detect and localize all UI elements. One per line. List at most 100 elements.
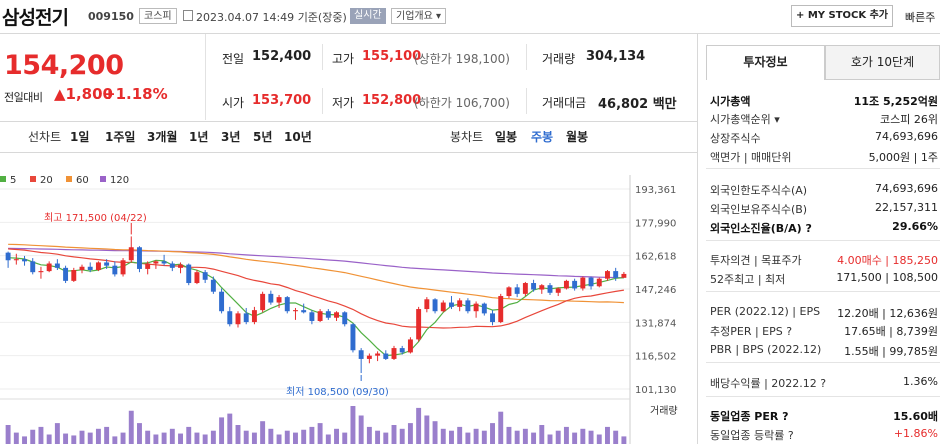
moving-average-ma20 (8, 248, 624, 329)
volume-bar (95, 428, 101, 444)
high-label: 고가 (332, 52, 355, 66)
info-value: 코스피 26위 (880, 113, 938, 126)
realtime-badge[interactable]: 실시간 (350, 8, 386, 24)
candle-tab[interactable]: 주봉 (531, 130, 554, 144)
info-value: +1.86% (893, 427, 938, 440)
volume-bar (399, 428, 405, 444)
volume-bar (153, 434, 159, 444)
info-value: 74,693,696 (875, 182, 938, 195)
info-label: 투자의견 | 목표주가 (710, 254, 802, 267)
candle-tab[interactable]: 월봉 (566, 130, 589, 144)
volume-bar (202, 434, 208, 444)
legend-swatch (0, 176, 6, 182)
volume-bar (137, 423, 142, 444)
weekly-candle-chart[interactable]: 5 20 60 120 193,361 177,990 162,618 147,246 131,… (0, 155, 697, 444)
moving-average-ma5 (8, 257, 624, 357)
y-tick-label: 101,130 (635, 385, 676, 396)
volume-bar (227, 413, 233, 444)
volume-bar (473, 428, 479, 444)
candle-body (498, 296, 504, 323)
add-mystock-button[interactable]: + MY STOCK 추가 (791, 5, 893, 27)
volume-bar (112, 436, 118, 444)
candle-body (186, 264, 192, 284)
info-value: 22,157,311 (875, 201, 938, 214)
volume-bar (522, 428, 528, 444)
volume-bar (22, 436, 27, 444)
period-tab[interactable]: 10년 (284, 130, 312, 144)
info-label: 시가총액 (710, 95, 751, 108)
volume-bar (440, 428, 446, 444)
candle-body (22, 259, 27, 262)
volume-bar (13, 432, 19, 444)
open-value: 153,700 (252, 93, 312, 108)
candle-body (539, 285, 545, 290)
change-percent: +1.18% (103, 85, 168, 103)
candle-body (350, 324, 356, 351)
volume-bar (580, 428, 586, 444)
stock-name: 삼성전기 (2, 7, 69, 29)
volume-bar (284, 430, 290, 444)
candle-body (555, 288, 561, 293)
datetime: 2023.04.07 14:49 기준(장중) (196, 11, 347, 24)
info-label: 시가총액순위 ▾ (710, 113, 780, 126)
period-tab[interactable]: 1주일 (105, 130, 136, 144)
candle-body (243, 313, 249, 323)
legend-label: 60 (76, 175, 89, 186)
volume-bar (87, 432, 93, 444)
candle-chart-label: 봉차트 (450, 130, 484, 144)
candle-body (391, 348, 397, 359)
candle-body (580, 277, 586, 289)
volume-bar (481, 430, 487, 444)
volume-bar (5, 425, 11, 444)
calendar-icon (183, 10, 193, 21)
period-tab[interactable]: 1년 (189, 130, 209, 144)
volume-bar (342, 432, 348, 444)
period-tab[interactable]: 3개월 (147, 130, 178, 144)
current-price: 154,200 (4, 50, 124, 81)
change-value: ▲1,800 (54, 85, 113, 103)
candle-body (79, 266, 85, 271)
volume-bar (350, 406, 356, 444)
top-bar (0, 0, 940, 34)
candle-tab[interactable]: 일봉 (495, 130, 518, 144)
volume-bar (416, 407, 422, 444)
fast-search-link[interactable]: 빠른주 (905, 11, 936, 24)
candle-body (145, 263, 151, 269)
line-chart-label: 선차트 (28, 130, 62, 144)
candle-body (317, 311, 323, 321)
volume-bar (243, 430, 249, 444)
info-value: 12.20배 | 12,636원 (837, 307, 938, 320)
period-tab[interactable]: 1일 (70, 130, 90, 144)
volume-label: 거래량 (650, 405, 678, 417)
tab-quote-10[interactable]: 호가 10단계 (825, 45, 940, 80)
y-tick-label: 147,246 (635, 285, 676, 296)
info-label: PBR | BPS (2022.12) (710, 343, 822, 356)
volume-bar (120, 432, 126, 444)
candle-body (120, 260, 126, 275)
upper-limit: (상한가 198,100) (414, 52, 510, 66)
info-value: 171,500 | 108,500 (836, 271, 938, 284)
divider (706, 168, 940, 169)
info-label: 배당수익률 | 2022.12 ? (710, 377, 827, 390)
candle-body (63, 267, 69, 281)
divider (706, 362, 940, 363)
candle-body (596, 278, 602, 287)
volume-bar (71, 435, 77, 444)
candle-body (473, 303, 479, 312)
volume-bar (325, 434, 331, 444)
volume-bar (210, 430, 216, 444)
period-tab[interactable]: 5년 (253, 130, 273, 144)
info-value: 29.66% (892, 220, 938, 233)
high-value: 155,100 (362, 49, 422, 64)
tab-invest-info[interactable]: 투자정보 (706, 45, 825, 80)
volume-value: 304,134 (586, 49, 646, 64)
divider (706, 396, 940, 397)
period-tab[interactable]: 3년 (221, 130, 241, 144)
company-info-dropdown[interactable]: 기업개요 ▾ (391, 8, 446, 24)
info-label: 추정PER | EPS ? (710, 325, 793, 338)
prev-close-value: 152,400 (252, 49, 312, 64)
candle-body (424, 299, 430, 310)
volume-bar (276, 434, 282, 444)
volume-bar (219, 417, 225, 444)
volume-bar (391, 425, 397, 444)
